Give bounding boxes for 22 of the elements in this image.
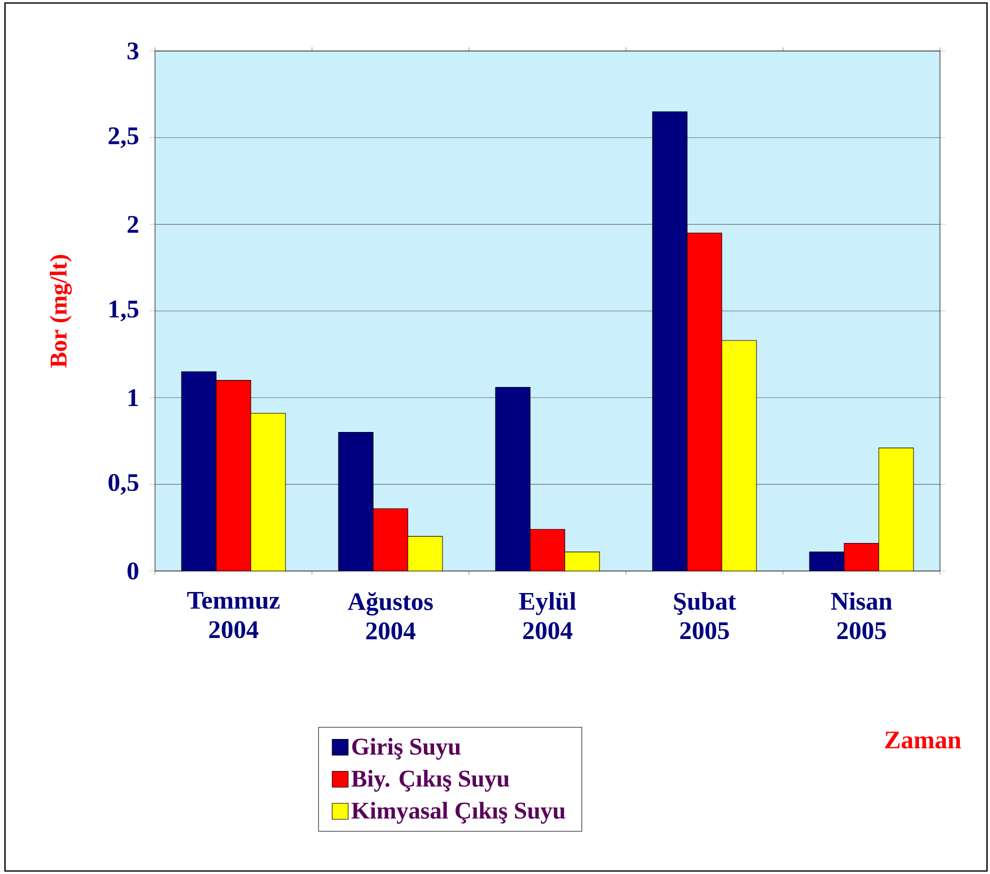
x-tick-label: Ağustos 2004 (348, 592, 433, 640)
x-tick-label: Eylül 2004 (519, 592, 576, 640)
y-tick-label: 0 (128, 562, 138, 580)
y-tick-label: 2,5 (108, 127, 138, 148)
y-axis-title: Bor (mg/lt) (50, 255, 72, 368)
y-tick-label: 0,5 (108, 474, 138, 495)
y-tick-label: 3 (128, 42, 138, 60)
legend-label: Biy. Çıkış Suyu (351, 770, 510, 792)
y-tick-label: 1,5 (110, 300, 138, 322)
x-axis-title: Zaman (885, 732, 962, 749)
y-tick-label: 1 (128, 389, 138, 406)
x-tick-label: Temmuz 2004 (187, 592, 280, 638)
bar (216, 380, 252, 571)
bar (686, 232, 722, 571)
legend-label: Giriş Suyu (352, 738, 460, 760)
x-tick-label: Nisan 2005 (831, 592, 892, 640)
legend-label: Kimyasal Çıkış Suyu (351, 802, 566, 824)
bar (372, 508, 408, 571)
x-tick-label: Şubat 2005 (674, 592, 736, 640)
bar (530, 529, 566, 571)
y-tick-label: 2 (128, 216, 138, 233)
bar (844, 542, 880, 571)
